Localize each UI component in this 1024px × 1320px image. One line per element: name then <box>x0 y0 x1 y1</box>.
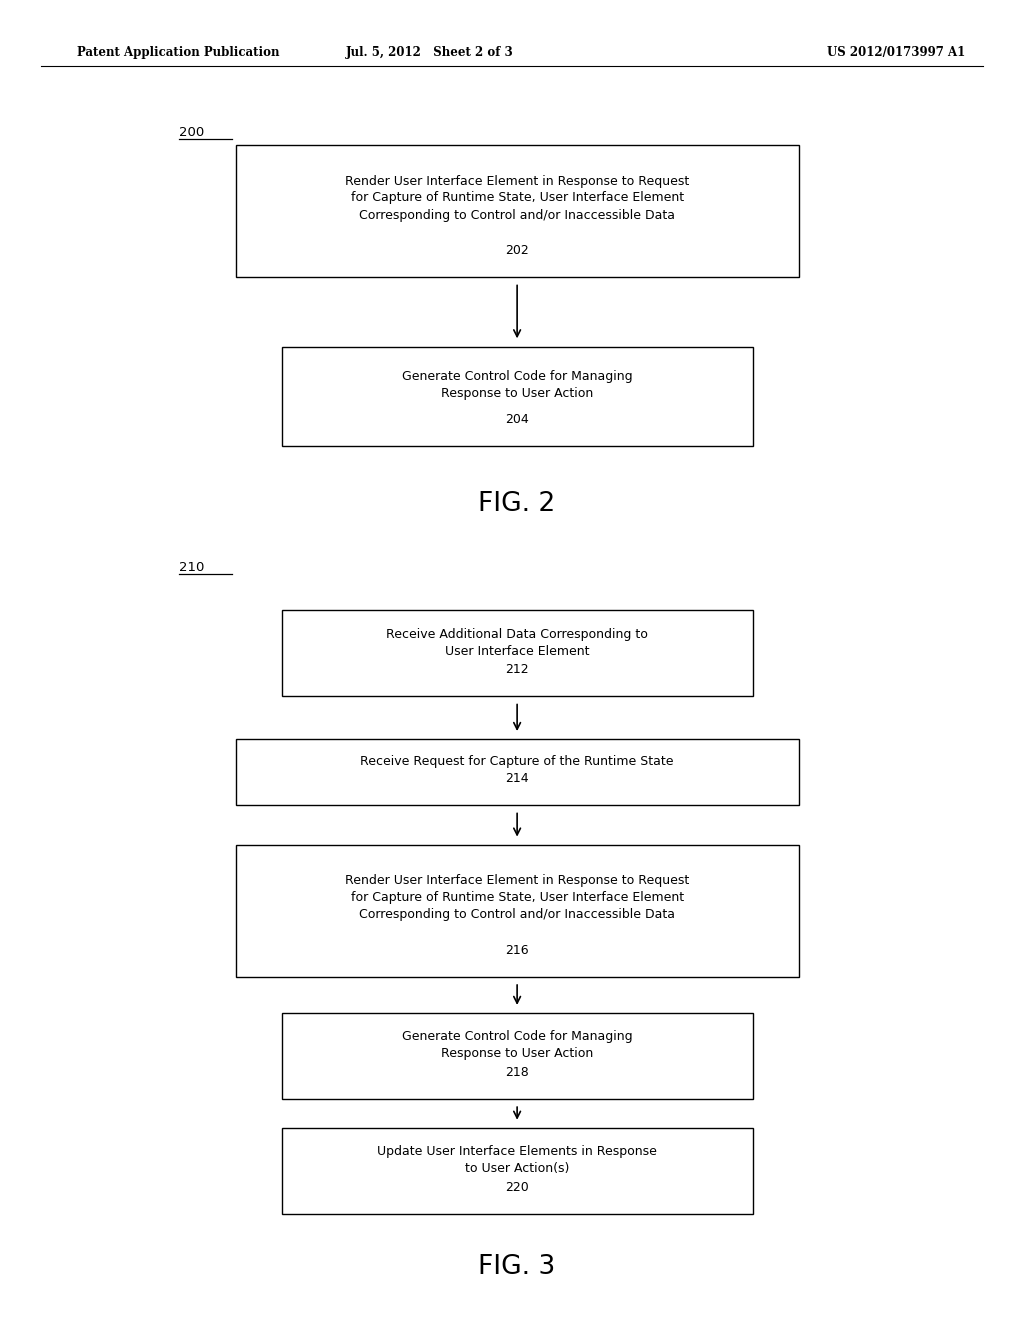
Text: Generate Control Code for Managing
Response to User Action: Generate Control Code for Managing Respo… <box>401 1031 633 1060</box>
Text: FIG. 2: FIG. 2 <box>478 491 556 517</box>
Text: 214: 214 <box>505 772 529 785</box>
Text: Generate Control Code for Managing
Response to User Action: Generate Control Code for Managing Respo… <box>401 371 633 400</box>
Text: Receive Request for Capture of the Runtime State: Receive Request for Capture of the Runti… <box>360 755 674 768</box>
Text: 202: 202 <box>505 244 529 257</box>
FancyBboxPatch shape <box>282 1127 753 1214</box>
Text: 204: 204 <box>505 413 529 425</box>
FancyBboxPatch shape <box>236 845 799 977</box>
Text: Render User Interface Element in Response to Request
for Capture of Runtime Stat: Render User Interface Element in Respons… <box>345 174 689 222</box>
Text: Receive Additional Data Corresponding to
User Interface Element: Receive Additional Data Corresponding to… <box>386 628 648 657</box>
FancyBboxPatch shape <box>236 739 799 805</box>
Text: Update User Interface Elements in Response
to User Action(s): Update User Interface Elements in Respon… <box>377 1146 657 1175</box>
Text: 220: 220 <box>505 1181 529 1193</box>
Text: Render User Interface Element in Response to Request
for Capture of Runtime Stat: Render User Interface Element in Respons… <box>345 874 689 921</box>
FancyBboxPatch shape <box>282 1014 753 1098</box>
Text: 200: 200 <box>179 125 205 139</box>
Text: 212: 212 <box>505 664 529 676</box>
Text: Patent Application Publication: Patent Application Publication <box>77 46 280 59</box>
FancyBboxPatch shape <box>282 347 753 446</box>
Text: 216: 216 <box>505 944 529 957</box>
Text: US 2012/0173997 A1: US 2012/0173997 A1 <box>826 46 966 59</box>
FancyBboxPatch shape <box>282 610 753 697</box>
Text: 218: 218 <box>505 1067 529 1078</box>
Text: FIG. 3: FIG. 3 <box>478 1254 556 1280</box>
Text: 210: 210 <box>179 561 205 574</box>
FancyBboxPatch shape <box>236 145 799 277</box>
Text: Jul. 5, 2012   Sheet 2 of 3: Jul. 5, 2012 Sheet 2 of 3 <box>346 46 514 59</box>
